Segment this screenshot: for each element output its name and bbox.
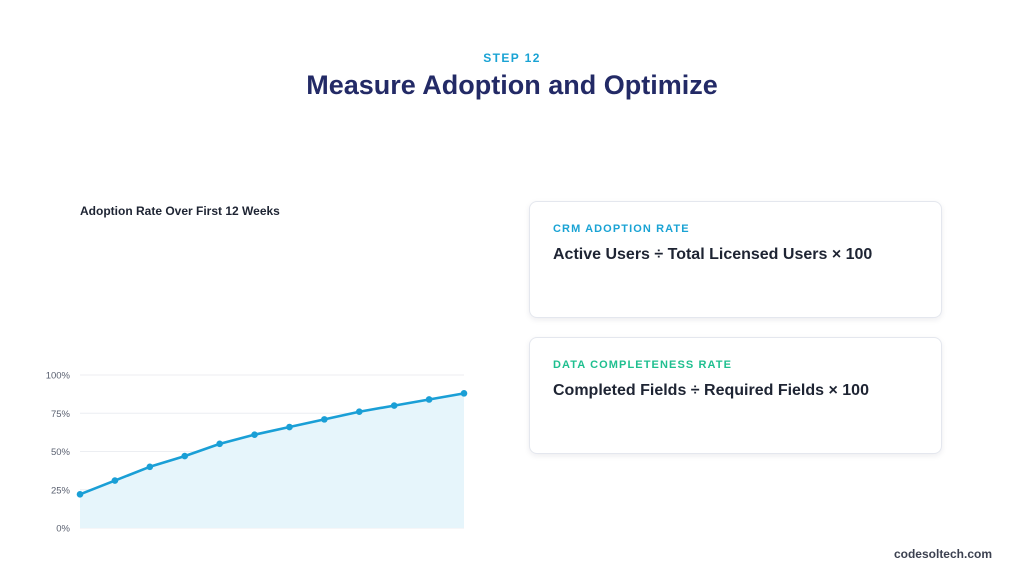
adoption-area [80,393,464,528]
data-point [390,402,398,409]
data-point [216,440,223,448]
data-point [251,431,258,438]
page-title: Measure Adoption and Optimize [306,70,718,100]
step-label: STEP 12 [483,51,541,65]
data-point [286,423,293,431]
data-point [321,416,328,423]
data-completeness-label: DATA COMPLETENESS RATE [553,359,733,371]
data-point [111,477,119,484]
data-point [76,491,84,498]
data-point [146,463,154,471]
adoption-chart: 0% 25% 50% 75% 100% [46,371,468,535]
data-point [425,396,433,403]
y-tick-label: 25% [51,485,71,496]
data-point [460,390,468,397]
y-axis-ticks: 0% 25% 50% 75% 100% [46,371,71,535]
y-tick-label: 75% [51,409,71,420]
y-tick-label: 0% [56,524,70,535]
chart-title: Adoption Rate Over First 12 Weeks [80,204,280,218]
chart-line-layer [78,392,466,496]
footer-brand: codesoltech.com [893,547,992,561]
crm-adoption-label: CRM ADOPTION RATE [553,223,690,235]
chart-points [76,390,468,498]
y-tick-label: 100% [46,371,71,382]
crm-adoption-card: CRM ADOPTION RATE Active Users ÷ Total L… [529,201,942,318]
chart-area-layer [80,393,464,528]
y-tick-label: 50% [51,447,71,458]
data-completeness-formula: Completed Fields ÷ Required Fields × 100 [553,382,869,399]
data-point [181,452,189,460]
data-completeness-card: DATA COMPLETENESS RATE Completed Fields … [529,337,942,454]
crm-adoption-formula: Active Users ÷ Total Licensed Users × 10… [553,246,873,263]
data-point [355,408,363,416]
adoption-line [78,392,466,496]
